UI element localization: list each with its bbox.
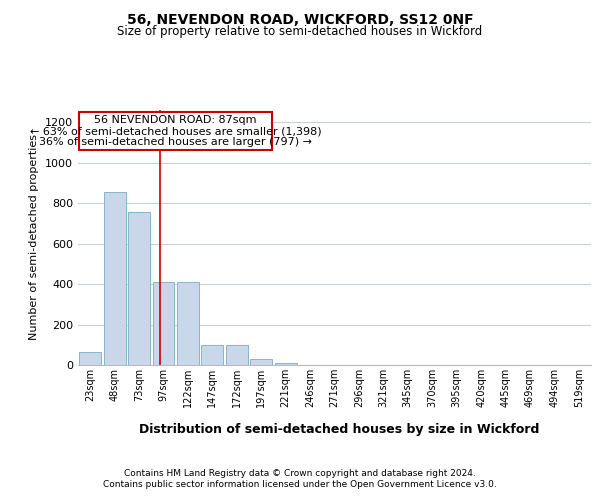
Bar [104,192,125,365]
Bar [275,363,296,365]
Text: Contains HM Land Registry data © Crown copyright and database right 2024.: Contains HM Land Registry data © Crown c… [124,469,476,478]
Text: 56, NEVENDON ROAD, WICKFORD, SS12 0NF: 56, NEVENDON ROAD, WICKFORD, SS12 0NF [127,12,473,26]
Bar [128,212,150,365]
Text: Distribution of semi-detached houses by size in Wickford: Distribution of semi-detached houses by … [139,422,539,436]
Y-axis label: Number of semi-detached properties: Number of semi-detached properties [29,134,40,340]
Bar [177,282,199,365]
Bar [79,352,101,365]
Text: 36% of semi-detached houses are larger (797) →: 36% of semi-detached houses are larger (… [39,137,312,147]
Bar [226,345,248,365]
Bar [152,282,175,365]
Text: ← 63% of semi-detached houses are smaller (1,398): ← 63% of semi-detached houses are smalle… [30,126,322,136]
Text: Contains public sector information licensed under the Open Government Licence v3: Contains public sector information licen… [103,480,497,489]
FancyBboxPatch shape [79,112,272,150]
Text: Size of property relative to semi-detached houses in Wickford: Size of property relative to semi-detach… [118,25,482,38]
Bar [250,359,272,365]
Bar [202,345,223,365]
Text: 56 NEVENDON ROAD: 87sqm: 56 NEVENDON ROAD: 87sqm [94,116,257,126]
